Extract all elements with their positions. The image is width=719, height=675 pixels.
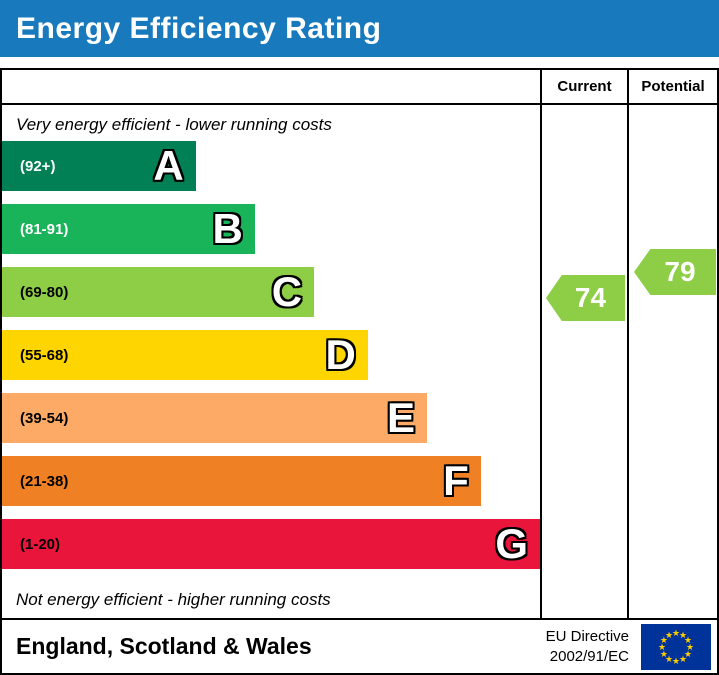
band-range-label: (81-91) [20,220,69,238]
rating-box: Current Potential Very energy efficient … [0,68,719,675]
band-letter-label: D [325,331,356,378]
band-bar-a: (92+) A [2,141,196,191]
band-letter-label: A [153,142,184,189]
svg-text:★: ★ [660,650,668,660]
band-range-label: (39-54) [20,409,69,427]
band-bar-c: (69-80) C [2,267,315,317]
svg-text:★: ★ [679,631,687,641]
chart-body: Very energy efficient - lower running co… [2,105,717,618]
band-range-label: (55-68) [20,346,69,364]
page-title: Energy Efficiency Rating [0,0,719,57]
column-header-potential: Potential [627,70,717,103]
band-bar-d: (55-68) D [2,330,368,380]
svg-text:★: ★ [686,643,694,653]
current-column: 74 [540,105,627,618]
bands-area: Very energy efficient - lower running co… [2,105,540,618]
column-header-row: Current Potential [2,70,717,105]
eu-directive-line2: 2002/91/EC [549,647,629,665]
top-note: Very energy efficient - lower running co… [16,115,332,134]
eu-directive-label: EU Directive 2002/91/EC [546,627,629,666]
band-range-label: (92+) [20,157,56,175]
band-range-label: (1-20) [20,535,61,553]
band-bar-e: (39-54) E [2,393,428,443]
svg-text:★: ★ [665,655,673,665]
header-spacer [2,70,540,103]
current-rating-value: 74 [574,282,607,313]
footer-region-label: England, Scotland & Wales [16,633,312,659]
band-letter-label: F [443,457,469,504]
band-letter-label: E [387,394,416,441]
svg-text:★: ★ [672,629,680,639]
svg-text:★: ★ [660,636,668,646]
bands-list: (92+) A (81-91) B (69-80) C (55-68) D [2,141,540,582]
band-letter-label: B [212,205,243,252]
svg-text:★: ★ [684,636,692,646]
band-bar-b: (81-91) B [2,204,255,254]
svg-text:★: ★ [665,631,673,641]
band-range-label: (69-80) [20,283,69,301]
band-bar-f: (21-38) F [2,456,481,506]
potential-column: 79 [627,105,717,618]
eu-directive-line1: EU Directive [545,628,629,645]
potential-rating-arrow: 79 [634,249,716,295]
current-rating-arrow: 74 [546,275,625,321]
band-letter-label: G [495,520,528,567]
band-letter-label: C [271,268,303,315]
svg-text:★: ★ [684,650,692,660]
svg-text:★: ★ [658,643,666,653]
column-header-current: Current [540,70,627,103]
band-bar-g: (1-20) G [2,519,540,569]
band-range-label: (21-38) [20,472,69,490]
svg-text:★: ★ [679,655,687,665]
eu-flag-icon: ★ ★ ★ ★ ★ ★ ★ ★ ★ ★ ★ ★ [641,623,711,670]
potential-rating-value: 79 [664,256,696,287]
footer-row: England, Scotland & Wales EU Directive 2… [2,618,717,673]
svg-text:★: ★ [672,657,680,667]
bottom-note: Not energy efficient - higher running co… [16,590,331,609]
